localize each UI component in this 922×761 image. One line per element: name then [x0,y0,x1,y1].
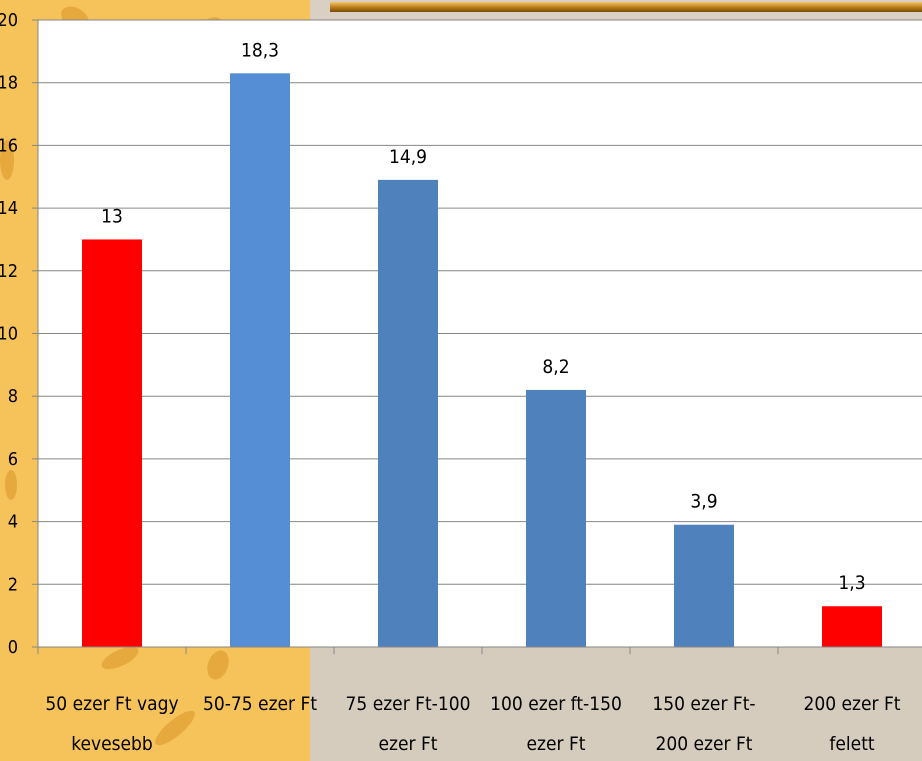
y-tick-label: 2 [8,574,18,595]
bars [82,73,882,648]
data-label: 14,9 [389,146,427,168]
y-tick-label: 6 [8,449,18,470]
bar [230,73,290,648]
category-label: ezer Ft [379,733,438,755]
y-tick-label: 4 [8,512,18,533]
category-label: 50 ezer Ft vagy [45,693,178,715]
bar [82,239,142,647]
category-label: kevesebb [71,733,153,755]
data-label: 8,2 [542,356,569,378]
decorative-gold-bar [330,2,922,12]
bar [822,606,882,647]
bar [526,389,586,647]
y-tick-label: 20 [0,10,18,31]
category-label: 50-75 ezer Ft [203,693,317,715]
y-axis-ticks: 0 2 4 6 8 10 12 14 16 18 20 [0,10,38,658]
data-label: 3,9 [690,491,717,513]
y-tick-label: 8 [8,386,18,407]
category-label: 200 ezer Ft [655,733,752,755]
y-tick-label: 0 [8,637,18,658]
data-label: 1,3 [838,572,865,594]
bar [378,179,438,647]
category-label: felett [829,733,875,755]
category-labels: 50 ezer Ft vagy kevesebb 50-75 ezer Ft 75 e… [45,693,900,755]
data-labels: 13 18,3 14,9 8,2 3,9 1,3 [101,39,865,594]
decorative-blob [0,140,14,180]
category-label: 100 ezer ft-150 [490,693,622,715]
gridlines [38,19,922,585]
data-label: 18,3 [241,39,279,61]
category-label: 75 ezer Ft-100 [346,693,471,715]
data-label: 13 [101,205,123,227]
y-tick-label: 16 [0,135,18,156]
y-tick-label: 18 [0,73,18,94]
category-label: 200 ezer Ft [803,693,900,715]
category-label: ezer Ft [527,733,586,755]
y-tick-label: 14 [0,198,18,219]
bar [674,524,734,647]
y-tick-label: 10 [0,324,18,345]
decorative-blob [5,470,17,500]
category-label: 150 ezer Ft- [652,693,755,715]
y-tick-label: 12 [0,261,18,282]
